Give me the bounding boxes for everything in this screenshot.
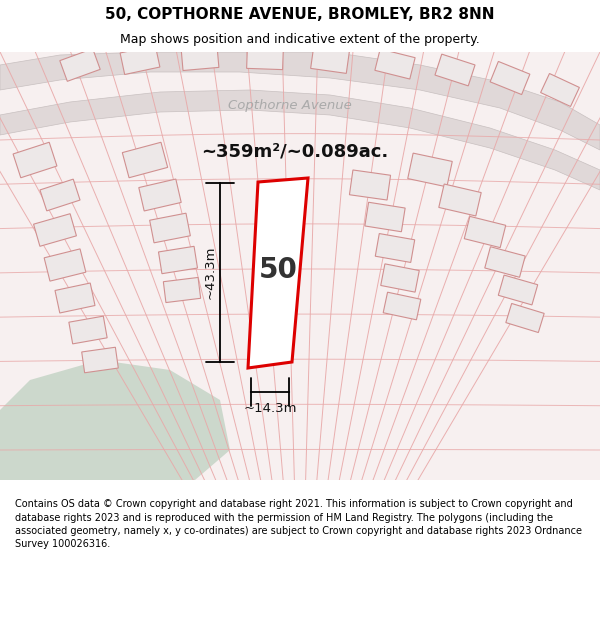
Polygon shape — [349, 170, 391, 200]
Polygon shape — [139, 179, 181, 211]
Polygon shape — [490, 61, 530, 94]
Polygon shape — [383, 292, 421, 320]
Polygon shape — [0, 52, 600, 480]
Polygon shape — [408, 153, 452, 187]
Polygon shape — [13, 142, 57, 177]
Polygon shape — [122, 142, 167, 177]
Polygon shape — [60, 49, 100, 81]
Text: ~359m²/~0.089ac.: ~359m²/~0.089ac. — [202, 142, 389, 160]
Polygon shape — [247, 46, 283, 69]
Polygon shape — [375, 49, 415, 79]
Polygon shape — [44, 249, 86, 281]
Polygon shape — [158, 246, 197, 274]
Polygon shape — [311, 47, 349, 73]
Polygon shape — [464, 216, 506, 248]
Polygon shape — [0, 52, 600, 150]
Polygon shape — [40, 179, 80, 211]
Text: 50: 50 — [259, 256, 298, 284]
Polygon shape — [149, 213, 190, 243]
Polygon shape — [485, 247, 525, 278]
Polygon shape — [69, 316, 107, 344]
Polygon shape — [0, 360, 230, 480]
Polygon shape — [120, 46, 160, 74]
Text: 50, COPTHORNE AVENUE, BROMLEY, BR2 8NN: 50, COPTHORNE AVENUE, BROMLEY, BR2 8NN — [105, 6, 495, 21]
Text: Copthorne Avenue: Copthorne Avenue — [228, 99, 352, 111]
Polygon shape — [506, 304, 544, 332]
Polygon shape — [435, 54, 475, 86]
Polygon shape — [34, 214, 76, 246]
Polygon shape — [82, 348, 118, 372]
Polygon shape — [0, 90, 600, 190]
Text: ~14.3m: ~14.3m — [243, 401, 297, 414]
Text: Map shows position and indicative extent of the property.: Map shows position and indicative extent… — [120, 32, 480, 46]
Polygon shape — [439, 184, 481, 216]
Polygon shape — [181, 46, 219, 71]
Polygon shape — [55, 283, 95, 313]
Polygon shape — [248, 178, 308, 368]
Polygon shape — [375, 234, 415, 262]
Polygon shape — [498, 275, 538, 305]
Text: Contains OS data © Crown copyright and database right 2021. This information is : Contains OS data © Crown copyright and d… — [15, 499, 582, 549]
Polygon shape — [163, 278, 200, 302]
Polygon shape — [365, 202, 405, 232]
Text: ~43.3m: ~43.3m — [203, 246, 217, 299]
Polygon shape — [541, 74, 580, 106]
Polygon shape — [381, 264, 419, 292]
